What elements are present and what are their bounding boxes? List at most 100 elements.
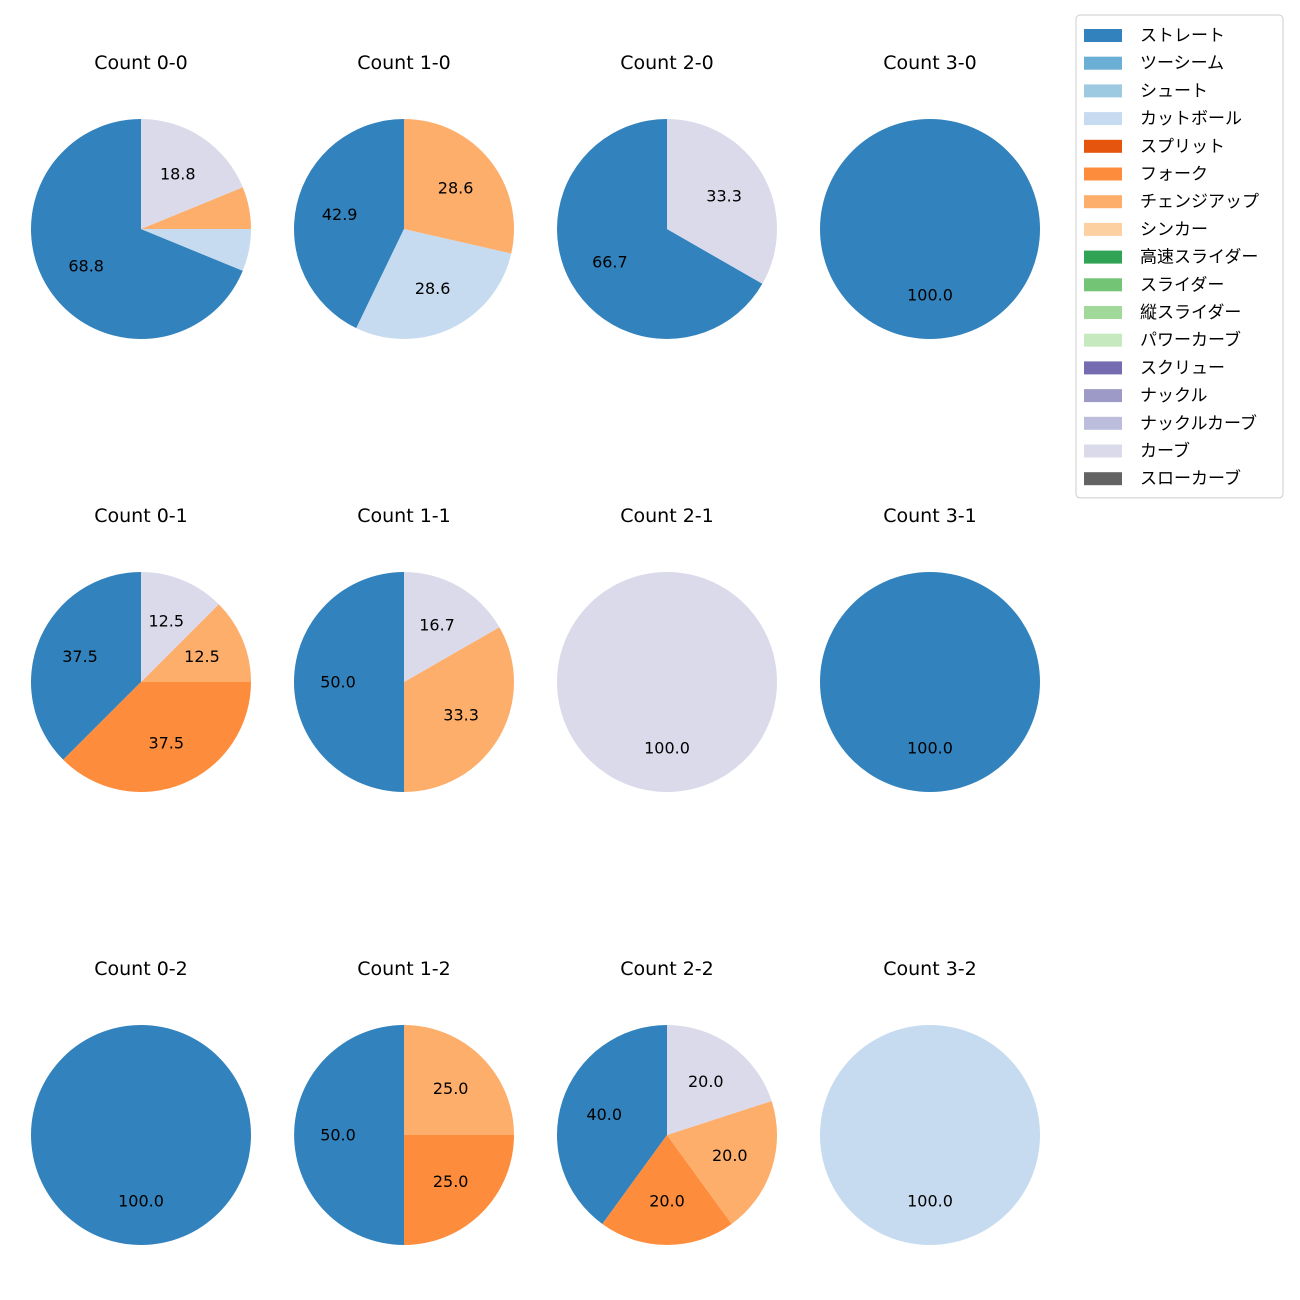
legend-swatch — [1084, 444, 1122, 458]
pie-title-count-2-0: Count 2-0 — [620, 52, 714, 74]
pie-label-count-0-1-2: 12.5 — [184, 647, 220, 666]
pie-count-0-0: Count 0-0 68.8 18.8 — [30, 52, 251, 339]
pie-label-count-0-1-0: 37.5 — [62, 647, 98, 666]
pie-label-count-1-0-1: 28.6 — [415, 279, 451, 298]
legend-label: カーブ — [1140, 441, 1190, 462]
pie-label-count-2-1-0: 100.0 — [644, 739, 690, 758]
pie-slice-count-3-2-0 — [820, 1025, 1040, 1245]
legend-swatch — [1084, 361, 1122, 375]
legend-item: シュート — [1084, 81, 1208, 101]
pie-label-count-1-2-0: 50.0 — [320, 1126, 356, 1145]
pie-slice-count-1-0-0 — [294, 119, 404, 329]
pie-slice-count-1-1-2 — [404, 572, 500, 682]
pie-slice-count-1-2-1 — [404, 1135, 514, 1245]
pie-slice-count-2-0-1 — [667, 119, 777, 284]
pie-title-count-1-0: Count 1-0 — [357, 52, 451, 74]
pie-label-count-3-1-0: 100.0 — [907, 739, 953, 758]
pie-slice-count-0-1-1 — [63, 682, 251, 792]
pie-slice-count-0-2-0 — [31, 1025, 251, 1245]
pie-title-count-3-2: Count 3-2 — [883, 958, 977, 980]
pie-slice-count-1-0-1 — [356, 229, 512, 339]
pie-label-count-0-1-1: 37.5 — [148, 733, 184, 752]
pie-count-1-0: Count 1-0 42.9 28.6 28.6 — [294, 52, 514, 339]
legend-item: ナックルカーブ — [1084, 413, 1257, 434]
legend-label: フォーク — [1140, 165, 1208, 185]
legend-item: 高速スライダー — [1084, 248, 1258, 268]
legend-label: 縦スライダー — [1140, 303, 1241, 323]
pie-count-0-1: Count 0-1 37.5 37.5 12.512.5 — [31, 505, 251, 792]
pie-label-count-2-2-1: 20.0 — [649, 1192, 685, 1211]
legend-item: シンカー — [1084, 220, 1208, 240]
legend-swatch — [1084, 389, 1122, 403]
pie-label-count-1-0-2: 28.6 — [438, 178, 474, 197]
pie-slice-count-0-0-0 — [30, 119, 243, 339]
pie-label-count-0-2-0: 100.0 — [118, 1192, 164, 1211]
pie-count-0-2: Count 0-2 100.0 — [31, 958, 251, 1245]
pie-count-2-0: Count 2-0 66.7 33.3 — [556, 52, 777, 339]
pie-label-count-0-0-0: 68.8 — [68, 256, 104, 275]
pie-slice-count-2-2-3 — [667, 1025, 772, 1135]
legend-label: スクリュー — [1140, 358, 1225, 378]
pie-title-count-0-0: Count 0-0 — [94, 52, 188, 74]
pie-label-count-1-0-0: 42.9 — [322, 205, 358, 224]
pie-slice-count-0-0-3 — [141, 118, 243, 229]
legend-swatch — [1084, 112, 1122, 126]
pie-slice-count-1-2-0 — [294, 1025, 404, 1245]
legend-swatch — [1084, 222, 1122, 236]
pie-title-count-1-1: Count 1-1 — [357, 505, 451, 527]
pie-count-3-0: Count 3-0 100.0 — [820, 52, 1040, 339]
pie-title-count-0-1: Count 0-1 — [94, 505, 188, 527]
pie-title-count-3-0: Count 3-0 — [883, 52, 977, 74]
legend-item: カーブ — [1084, 441, 1190, 462]
legend-swatch — [1084, 195, 1122, 209]
legend-label: スライダー — [1140, 275, 1224, 295]
pie-count-3-2: Count 3-2 100.0 — [820, 958, 1040, 1245]
pie-title-count-3-1: Count 3-1 — [883, 505, 977, 527]
pie-slice-count-3-1-0 — [820, 572, 1040, 792]
legend-swatch — [1084, 472, 1122, 486]
legend-label: スローカーブ — [1140, 468, 1241, 489]
legend-frame — [1075, 14, 1284, 499]
pie-label-count-1-2-1: 25.0 — [433, 1172, 469, 1191]
legend-item: パワーカーブ — [1084, 330, 1241, 351]
pie-label-count-2-0-1: 33.3 — [706, 186, 742, 205]
legend-item: カットボール — [1084, 109, 1242, 129]
legend-label: パワーカーブ — [1140, 330, 1241, 351]
pie-label-count-1-1-2: 16.7 — [419, 615, 455, 634]
legend-swatch — [1084, 250, 1122, 264]
pie-label-count-3-2-0: 100.0 — [907, 1192, 953, 1211]
pie-slice-count-0-0-2 — [141, 187, 251, 229]
pie-slice-count-0-1-3 — [141, 572, 219, 682]
legend-item: ストレート — [1084, 26, 1225, 46]
pie-slice-count-0-1-2 — [141, 604, 251, 682]
pie-title-count-0-2: Count 0-2 — [94, 958, 188, 980]
pie-label-count-1-2-2: 25.0 — [433, 1079, 469, 1098]
legend-swatch — [1084, 306, 1122, 319]
legend-item: スローカーブ — [1084, 468, 1241, 489]
pie-slice-count-1-0-2 — [404, 118, 514, 254]
pie-slice-count-0-0-1 — [141, 229, 251, 271]
legend-swatch — [1084, 29, 1122, 42]
pie-slice-count-2-2-1 — [602, 1135, 732, 1245]
pie-slice-count-3-0-0 — [820, 119, 1040, 339]
pie-slice-count-2-2-2 — [667, 1101, 777, 1224]
pie-label-count-0-1-3: 12.5 — [148, 612, 184, 631]
pie-count-1-1: Count 1-1 50.0 33.3 16.7 — [294, 505, 514, 792]
legend-item: 縦スライダー — [1084, 303, 1241, 323]
pie-count-1-2: Count 1-2 50.0 25.0 25.0 — [294, 958, 514, 1245]
pie-label-count-3-0-0: 100.0 — [907, 286, 953, 305]
pie-count-2-1: Count 2-1 100.0 — [557, 505, 777, 792]
legend-item: ナックル — [1084, 386, 1208, 406]
legend-item: スプリット — [1084, 137, 1225, 157]
legend-swatch — [1084, 167, 1122, 181]
legend-swatch — [1084, 84, 1122, 98]
legend-swatch — [1084, 333, 1122, 347]
pie-title-count-1-2: Count 1-2 — [357, 958, 451, 980]
legend-item: スライダー — [1084, 275, 1224, 295]
legend-swatch — [1084, 278, 1122, 292]
legend-label: ツーシーム — [1140, 54, 1224, 74]
pie-slice-count-2-2-0 — [557, 1025, 667, 1224]
pie-label-count-2-2-3: 20.0 — [688, 1072, 724, 1091]
